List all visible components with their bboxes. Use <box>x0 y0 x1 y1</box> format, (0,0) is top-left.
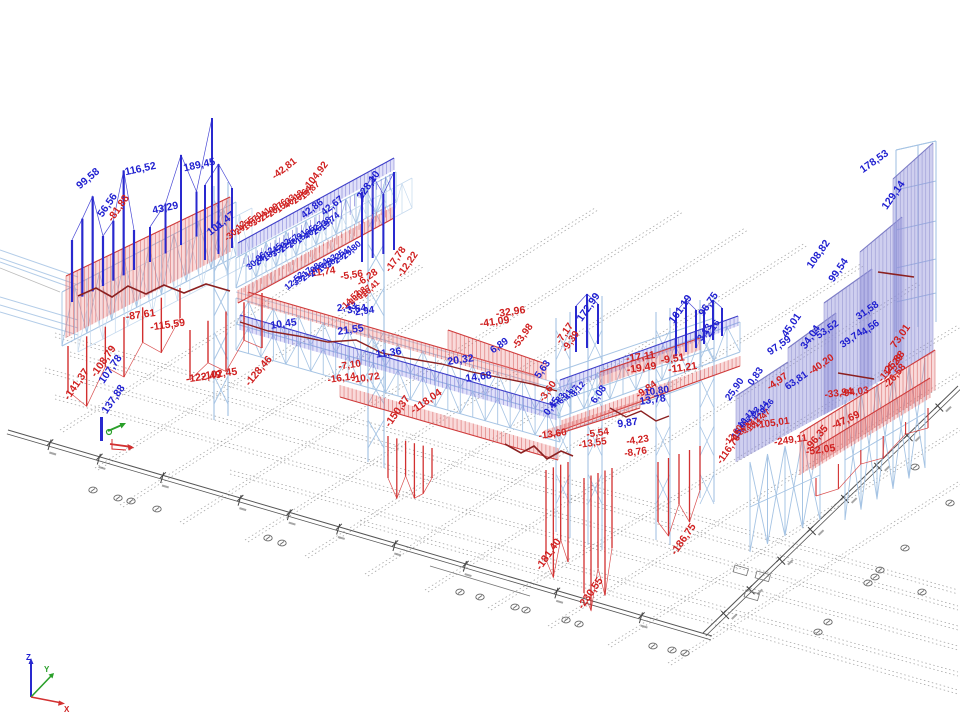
force-value-label: -122,49 <box>185 369 222 386</box>
force-value-label: 137,88 <box>99 383 127 416</box>
grid-bubble <box>863 579 873 587</box>
grid-bubble <box>263 534 273 542</box>
force-value-label: -11,21 <box>667 360 698 376</box>
axis-y-head <box>48 673 54 679</box>
axis-x-label: X <box>64 705 70 714</box>
force-value-label: 3,54 <box>346 303 367 317</box>
grid-bubble <box>510 603 520 611</box>
grid-bubble <box>113 494 123 502</box>
grid-bubble <box>561 616 571 624</box>
grid-bubble <box>917 588 927 596</box>
grid-bubble <box>870 573 880 581</box>
force-value-label: 43,29 <box>151 199 179 216</box>
force-value-label: -5,54 <box>586 426 611 440</box>
force-value-label: -94,03 <box>840 385 870 400</box>
axis-x-head <box>58 700 65 706</box>
axis-y-label: Y <box>44 665 50 674</box>
force-value-label: -9,51 <box>660 351 686 366</box>
force-value-label: -11,74 <box>307 265 336 280</box>
grid-bubble <box>455 588 465 596</box>
force-value-label: 11,36 <box>375 345 402 360</box>
force-value-label: 2,94 <box>354 305 375 319</box>
axis-z-head <box>28 658 34 664</box>
force-value-label: -42,81 <box>270 156 299 182</box>
grid-bubble <box>667 646 677 654</box>
force-value-label: -17,11 <box>625 349 656 365</box>
force-value-label: -7,10 <box>338 358 363 372</box>
force-value-label: -249,11 <box>773 433 808 449</box>
grid-bubble <box>521 606 531 614</box>
force-value-label: 10,80 <box>643 384 670 398</box>
offscreen-members <box>0 249 79 336</box>
moment-lines <box>77 271 915 460</box>
grid-bubble <box>126 497 136 505</box>
force-value-label: -13,55 <box>578 436 608 451</box>
force-value-label: -115,59 <box>149 317 186 334</box>
force-value-label: -8,76 <box>624 445 649 459</box>
grid-bubble <box>152 505 162 513</box>
force-value-label: -19,49 <box>626 360 657 376</box>
force-value-label: -53,98 <box>510 321 536 351</box>
force-value-label: -13,60 <box>538 427 568 442</box>
force-value-label: -5,56 <box>340 268 365 282</box>
grid-bubble <box>648 642 658 650</box>
grid-bubble <box>475 593 485 601</box>
grid-bubble <box>277 539 287 547</box>
force-value-label: 99,54 <box>826 256 851 285</box>
force-value-label: 20,32 <box>447 352 475 368</box>
force-value-label: -102,45 <box>201 366 238 383</box>
axis-z-label: Z <box>26 653 31 662</box>
force-value-label: 21,55 <box>337 322 365 338</box>
grid-bubble <box>574 620 584 628</box>
axis-x-arrow <box>30 696 63 704</box>
force-value-label: 116,52 <box>124 160 157 178</box>
force-value-label: -32,96 <box>495 304 526 320</box>
force-value-label: -41,09 <box>479 314 510 330</box>
force-value-label: 99,58 <box>74 166 102 192</box>
force-value-label: -4,23 <box>626 433 651 447</box>
force-value-label: -52,05 <box>805 442 836 458</box>
grid-bubble <box>875 566 885 574</box>
force-value-label: -10,72 <box>351 371 381 386</box>
grid-bubble <box>945 499 955 507</box>
grid-bubble <box>813 628 823 636</box>
force-bars <box>67 117 929 612</box>
force-value-label: 10,45 <box>270 316 298 332</box>
force-value-label: 178,53 <box>858 147 891 175</box>
force-value-label: -33,94 <box>824 386 854 401</box>
dimension-chains <box>6 385 960 657</box>
axis-y-arrow <box>30 674 53 698</box>
force-value-label: 108,82 <box>804 238 832 271</box>
grid-bubble <box>680 649 690 657</box>
force-value-label: 2,43 <box>336 301 357 315</box>
force-value-label: -16,14 <box>327 371 357 386</box>
axis-triad: Z Y X <box>26 653 70 714</box>
force-bands <box>65 142 936 475</box>
grid-bubble <box>900 544 910 552</box>
grid-bubble <box>88 486 98 494</box>
force-value-label: -105,01 <box>755 416 791 432</box>
force-value-label: 9,87 <box>617 416 639 431</box>
force-value-label: -128,46 <box>243 353 275 388</box>
force-value-label: -87,61 <box>125 307 156 323</box>
force-value-label: 13,78 <box>639 392 667 408</box>
grid-bubble <box>823 618 833 626</box>
support-glyph <box>100 417 134 451</box>
force-value-label: 14,68 <box>465 369 493 385</box>
